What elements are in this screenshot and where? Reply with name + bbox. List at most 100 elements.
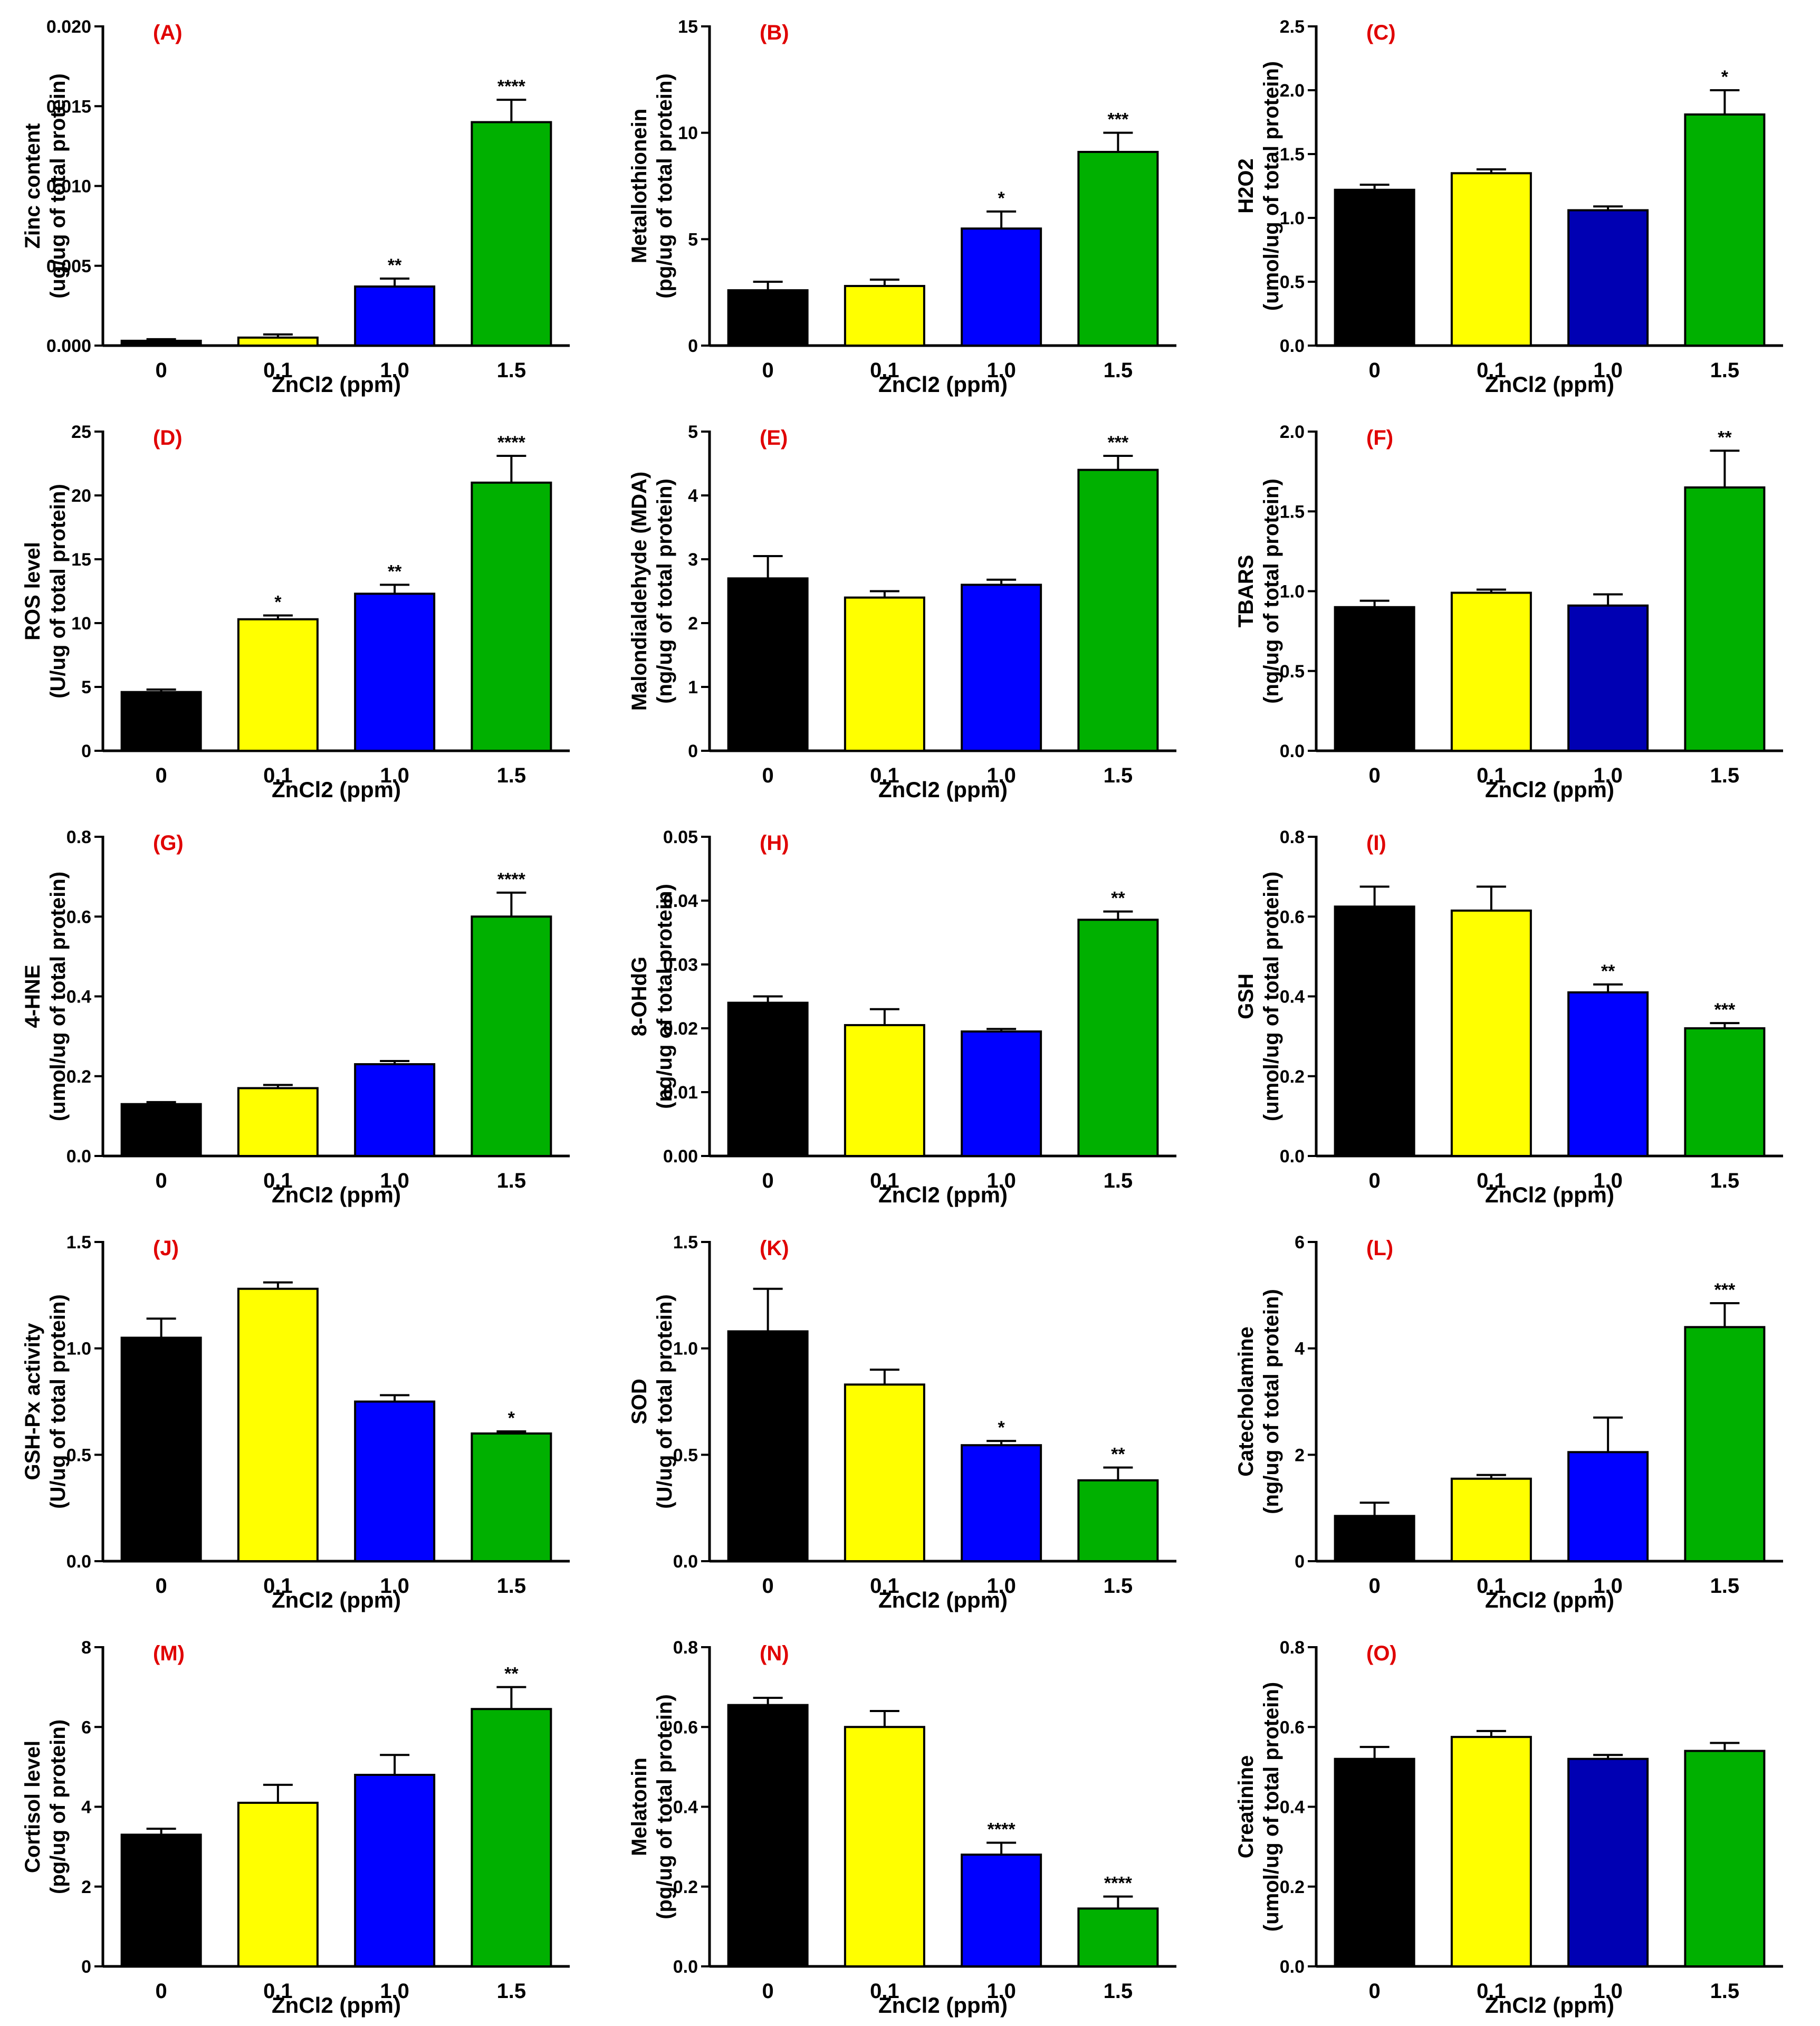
y-axis-title-line: (umol/ug of total protein): [1260, 1682, 1283, 1932]
bar-0: [120, 1103, 202, 1157]
y-axis-title: Metallothionein (pg/ug of total protein): [628, 73, 676, 299]
y-tick-label: 0.6: [673, 1717, 698, 1737]
y-tick-label: 0.6: [1280, 1717, 1305, 1737]
bar-0.1: [844, 1726, 925, 1967]
y-axis-title-line: (ng/ug of total protein): [1260, 1289, 1283, 1514]
panel-letter: (D): [153, 426, 183, 450]
chart-panel-o: 0.0 0.2 0.4 0.6 0.8 Creatinine (umol/ug of tot…: [1213, 1621, 1820, 2026]
bar-1.0: [354, 285, 436, 347]
panel-letter: (M): [153, 1642, 185, 1665]
x-tick-label: 1.5: [497, 359, 526, 382]
y-tick-label: 0.5: [1280, 662, 1305, 682]
x-tick-label: 0.1: [870, 1574, 899, 1598]
y-axis-title: Melatonin (pg/ug of total protein): [628, 1694, 676, 1919]
x-tick-label: 0: [1369, 764, 1381, 787]
x-tick-label: 0.1: [1477, 1574, 1506, 1598]
panel-letter: (C): [1366, 21, 1396, 44]
y-tick-label: 5: [81, 677, 91, 697]
x-axis-title: ZnCl2 (ppm): [878, 1993, 1008, 2018]
x-tick-label: 0.1: [870, 359, 899, 382]
y-axis-title-line: 4-HNE: [21, 964, 44, 1028]
bar-0: [1334, 1515, 1415, 1563]
y-axis-title: GSH (umol/ug of total protein): [1234, 872, 1283, 1121]
x-axis-title: ZnCl2 (ppm): [272, 1588, 401, 1612]
x-tick-label: 0.1: [1477, 764, 1506, 787]
y-axis-title: Cortisol level (pg/ug of protein): [21, 1719, 70, 1894]
bar-0: [1334, 606, 1415, 752]
significance-marker: ***: [1714, 1000, 1736, 1020]
y-tick-label: 0.01: [663, 1083, 698, 1103]
chart-svg-d: 0 5 10 15 20 25 ROS level (U/ug of total protei…: [21, 422, 570, 802]
y-tick-label: 1.0: [673, 1339, 698, 1359]
y-tick-label: 1.5: [1280, 145, 1305, 165]
bar-0: [120, 339, 202, 347]
bar-0.1: [237, 1287, 319, 1562]
y-tick-label: 25: [71, 422, 91, 442]
x-tick-label: 0.1: [263, 1980, 293, 2003]
y-axis-title-line: (pg/ug of total protein): [653, 1694, 676, 1919]
y-axis-title: TBARS (ng/ug of total protein): [1234, 479, 1283, 704]
x-tick-label: 0.1: [263, 1169, 293, 1192]
bar-0: [727, 1704, 809, 1967]
bar-1.5: [1684, 1750, 1766, 1967]
chart-panel-j: 0.0 0.5 1.0 1.5 GSH-Px activity (U/ug of tota…: [0, 1216, 607, 1621]
y-tick-label: 0.4: [1280, 1798, 1305, 1818]
y-tick-label: 0.0: [66, 1552, 91, 1572]
bar-0: [727, 1330, 809, 1562]
bar-0.1: [237, 1801, 319, 1967]
x-tick-label: 0: [156, 1169, 167, 1192]
chart-panel-m: 0 2 4 6 8 Cortisol level (pg/ug of protein) 0 0.…: [0, 1621, 607, 2026]
chart-panel-l: 0 2 4 6 Catecholamine (ng/ug of total protein…: [1213, 1216, 1820, 1621]
y-tick-label: 0.5: [66, 1445, 91, 1465]
y-tick-label: 0.5: [1280, 272, 1305, 292]
x-tick-label: 1.0: [986, 359, 1016, 382]
y-tick-label: 0: [81, 741, 91, 761]
y-axis-title-line: (pg/ug of total protein): [653, 73, 676, 299]
y-axis-title: GSH-Px activity (U/ug of total protein): [21, 1294, 70, 1509]
bar-1.0: [1567, 991, 1649, 1157]
x-tick-label: 1.5: [1710, 1980, 1740, 2003]
x-tick-label: 1.0: [380, 1574, 409, 1598]
bar-1.5: [1077, 1479, 1159, 1562]
y-tick-label: 0.05: [663, 827, 698, 847]
bar-1.0: [1567, 1757, 1649, 1967]
y-tick-label: 2: [81, 1877, 91, 1897]
y-axis-title-line: (umol/ug of total protein): [1260, 61, 1283, 311]
x-tick-label: 1.0: [986, 1574, 1016, 1598]
bar-1.0: [354, 1774, 436, 1967]
x-tick-label: 0: [156, 1574, 167, 1598]
y-axis-title-line: Melatonin: [628, 1757, 651, 1856]
y-tick-label: 0.00: [663, 1146, 698, 1167]
x-tick-label: 1.0: [1593, 359, 1623, 382]
y-tick-label: 0.5: [673, 1445, 698, 1465]
y-tick-label: 0.2: [66, 1067, 91, 1087]
chart-svg-m: 0 2 4 6 8 Cortisol level (pg/ug of protein) 0 0.…: [21, 1638, 570, 2018]
y-tick-label: 6: [81, 1717, 91, 1737]
chart-svg-a: 0.000 0.005 0.010 0.015 0.020 Zinc content (ug…: [21, 17, 570, 397]
y-tick-label: 0.04: [663, 891, 698, 911]
panel-letter: (I): [1366, 832, 1386, 855]
significance-marker: ****: [497, 77, 526, 97]
bar-0: [120, 1833, 202, 1967]
bar-0.1: [844, 596, 925, 752]
bar-1.5: [471, 1432, 552, 1562]
x-tick-label: 0.1: [263, 359, 293, 382]
y-tick-label: 20: [71, 486, 91, 506]
bar-0.1: [1450, 1736, 1532, 1967]
chart-svg-c: 0.0 0.5 1.0 1.5 2.0 2.5 H2O2 (umol/ug of total …: [1234, 17, 1783, 397]
y-axis-title: Zinc content (ug/ug of total protein): [21, 73, 70, 299]
x-tick-label: 1.0: [1593, 1574, 1623, 1598]
bar-0.1: [237, 618, 319, 752]
y-tick-label: 0.020: [46, 17, 91, 37]
x-axis-title: ZnCl2 (ppm): [878, 777, 1008, 802]
significance-marker: ****: [497, 433, 526, 453]
y-axis-title-line: Creatinine: [1234, 1755, 1258, 1859]
x-tick-label: 1.0: [380, 359, 409, 382]
y-tick-label: 8: [81, 1638, 91, 1658]
panel-letter: (B): [760, 21, 789, 44]
y-tick-label: 0: [688, 336, 698, 356]
y-axis-title-line: (pg/ug of protein): [46, 1719, 70, 1894]
bar-1.5: [1077, 150, 1159, 347]
y-tick-label: 10: [71, 614, 91, 634]
chart-panel-h: 0.00 0.01 0.02 0.03 0.04 0.05 8-OHdG (ng/ug of …: [607, 810, 1213, 1216]
